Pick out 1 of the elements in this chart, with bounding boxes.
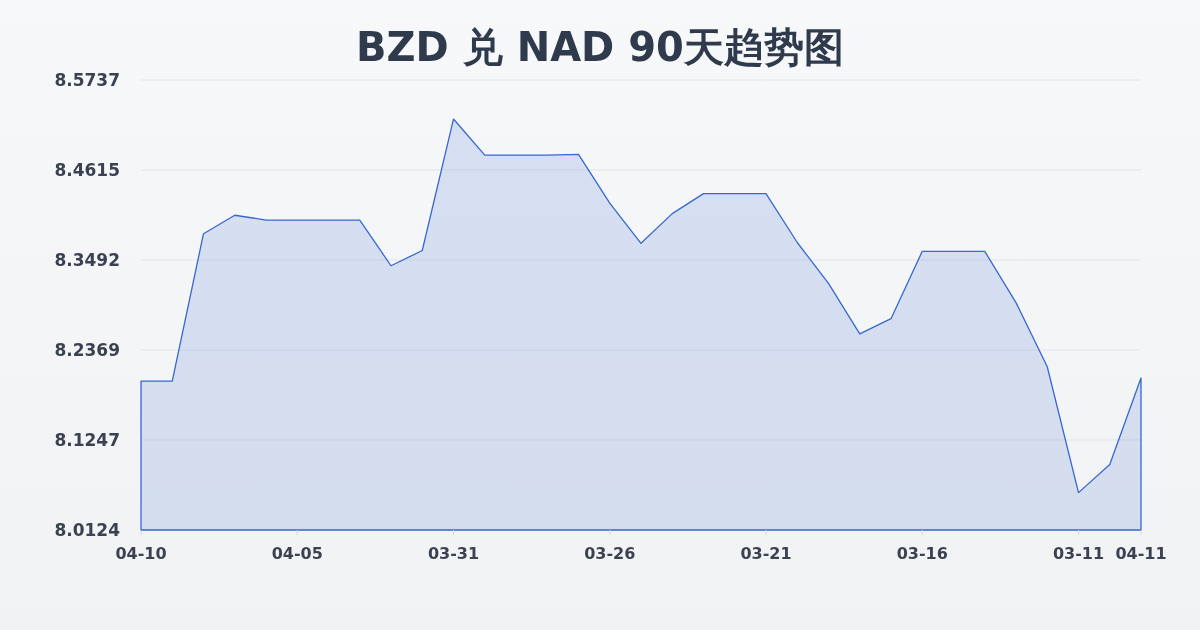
title: BZD 兑 NAD 90天趋势图 xyxy=(356,24,844,70)
